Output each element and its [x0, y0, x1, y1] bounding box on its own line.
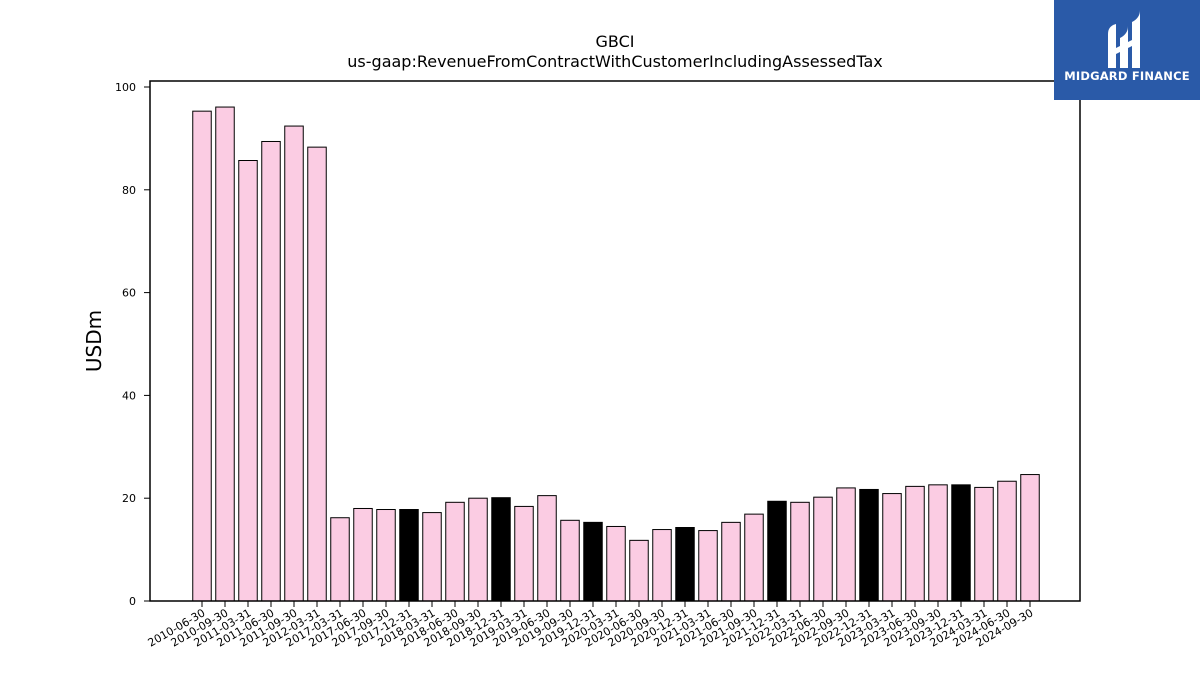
bar	[974, 486, 994, 602]
bar	[491, 497, 511, 602]
chart-subtitle: us-gaap:RevenueFromContractWithCustomerI…	[347, 52, 883, 71]
logo-text: MIDGARD FINANCE	[1064, 69, 1190, 83]
bar	[307, 146, 327, 602]
bar	[192, 110, 212, 602]
bar	[376, 509, 396, 602]
bar	[330, 517, 350, 602]
y-axis-label: USDm	[82, 310, 106, 372]
plot-frame	[149, 80, 1081, 602]
bar	[721, 521, 741, 602]
bar	[583, 521, 603, 602]
bar	[744, 513, 764, 602]
bar	[215, 106, 235, 602]
y-tick-label: 80	[122, 184, 136, 197]
bar	[537, 495, 557, 602]
y-tick-label: 60	[122, 287, 136, 300]
y-tick-label: 100	[115, 81, 136, 94]
y-tick-label: 20	[122, 492, 136, 505]
bar	[353, 507, 373, 602]
bar	[1020, 474, 1040, 602]
bar	[284, 125, 304, 602]
midgard-finance-logo: MIDGARD FINANCE	[1054, 0, 1200, 100]
midgard-logo-icon	[1108, 10, 1140, 68]
bar	[422, 512, 442, 602]
bar	[261, 140, 281, 602]
bar	[698, 530, 718, 602]
y-tick-label: 40	[122, 389, 136, 402]
bar	[928, 484, 948, 602]
bar	[629, 539, 649, 602]
bar	[790, 501, 810, 602]
bar	[514, 505, 534, 602]
bar	[836, 487, 856, 602]
bar	[560, 519, 580, 602]
y-tick-label: 0	[129, 595, 136, 608]
chart-title: GBCI	[595, 32, 635, 51]
bar	[468, 497, 488, 602]
bar	[675, 527, 695, 602]
bar	[997, 480, 1017, 602]
bar	[951, 484, 971, 602]
bar	[445, 501, 465, 602]
bar	[399, 509, 419, 602]
bar	[238, 160, 258, 602]
bar	[859, 488, 879, 602]
bar	[813, 496, 833, 602]
bar	[882, 493, 902, 602]
bar	[652, 529, 672, 602]
bar	[905, 485, 925, 602]
bar	[767, 500, 787, 602]
bar	[606, 525, 626, 602]
